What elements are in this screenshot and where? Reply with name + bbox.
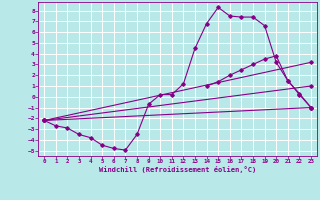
X-axis label: Windchill (Refroidissement éolien,°C): Windchill (Refroidissement éolien,°C)	[99, 166, 256, 173]
